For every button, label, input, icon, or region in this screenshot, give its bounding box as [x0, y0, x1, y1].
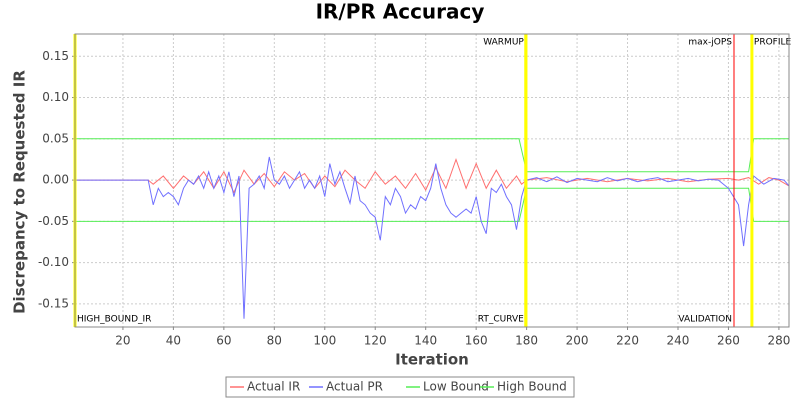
x-tick-label: 200 — [566, 334, 589, 348]
x-tick-label: 100 — [313, 334, 336, 348]
x-tick-label: 140 — [414, 334, 437, 348]
x-axis-label: Iteration — [395, 351, 469, 369]
x-tick-label: 40 — [166, 334, 181, 348]
y-tick-label: 0.00 — [42, 173, 69, 187]
y-tick-label: -0.05 — [38, 214, 69, 228]
x-tick-label: 160 — [465, 334, 488, 348]
x-tick-label: 260 — [717, 334, 740, 348]
legend-label: High Bound — [497, 380, 567, 394]
chart-title: IR/PR Accuracy — [316, 0, 485, 24]
x-tick-label: 120 — [364, 334, 387, 348]
y-tick-label: -0.10 — [38, 255, 69, 269]
marker-label: VALIDATION — [678, 315, 732, 325]
marker-label: RT_CURVE — [478, 315, 524, 325]
x-tick-label: 280 — [767, 334, 790, 348]
legend-label: Actual IR — [247, 380, 300, 394]
x-tick-label: 20 — [115, 334, 130, 348]
x-tick-label: 240 — [667, 334, 690, 348]
marker-label: max-jOPS — [688, 38, 732, 48]
y-tick-label: 0.15 — [42, 49, 69, 63]
plot-border — [74, 33, 790, 328]
x-tick-label: 80 — [267, 334, 282, 348]
legend-box — [225, 376, 575, 398]
x-tick-label: 60 — [216, 334, 231, 348]
y-tick-label: -0.15 — [38, 296, 69, 310]
legend-label: Low Bound — [423, 380, 489, 394]
marker-label: HIGH_BOUND_IR — [77, 315, 151, 325]
series-line — [75, 156, 790, 319]
x-tick-label: 220 — [616, 334, 639, 348]
x-tick-label: 180 — [515, 334, 538, 348]
series-line — [75, 138, 789, 173]
series-line — [75, 187, 789, 222]
marker-label: WARMUP — [483, 38, 524, 48]
y-tick-label: 0.05 — [42, 131, 69, 145]
y-axis-label: Discrepancy to Requested IR — [11, 70, 29, 314]
y-tick-label: 0.10 — [42, 90, 69, 104]
marker-label: PROFILE — [754, 38, 792, 48]
legend-label: Actual PR — [326, 380, 383, 394]
